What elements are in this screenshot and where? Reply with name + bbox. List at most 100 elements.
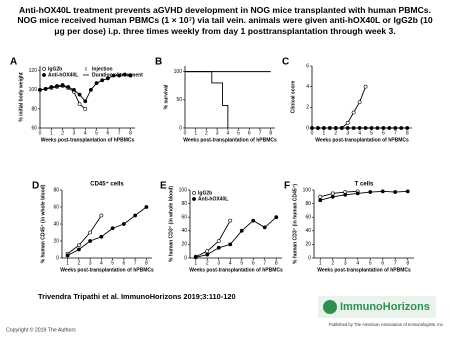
- data-point: [216, 245, 221, 250]
- x-tick-label: 8: [145, 260, 148, 266]
- x-tick-label: 6: [248, 130, 251, 136]
- data-point: [144, 205, 149, 209]
- x-tick-label: 6: [381, 260, 384, 266]
- x-axis-label: Weeks post-transplantation of hPBMCs: [317, 267, 411, 273]
- data-point: [100, 78, 105, 83]
- legend-label: IgG2b: [198, 190, 212, 196]
- data-point: [239, 228, 244, 233]
- data-point: [318, 194, 323, 199]
- y-tick-label: 80: [181, 201, 187, 207]
- x-tick-label: 8: [406, 260, 409, 266]
- x-axis-label: Weeks post-transplantation of hPBMCs: [41, 137, 135, 143]
- x-tick-label: 3: [346, 130, 349, 136]
- series-line: [320, 190, 408, 201]
- y-tick-label: 100: [174, 69, 183, 75]
- x-tick-label: 2: [334, 130, 337, 136]
- x-tick-label: 7: [394, 260, 397, 266]
- data-point: [327, 126, 332, 130]
- data-point: [72, 87, 76, 92]
- legend-marker: [42, 67, 46, 71]
- y-tick-label: 0: [306, 125, 309, 131]
- y-tick-label: 2: [306, 105, 309, 111]
- data-point: [355, 191, 360, 196]
- data-point: [55, 84, 59, 88]
- y-axis-label: % human CD3⁺ (in human CD45⁺): [292, 184, 298, 264]
- y-tick-label: 80: [53, 187, 59, 193]
- y-tick-label: 6: [306, 63, 309, 69]
- y-axis-label: Clinical score: [290, 81, 296, 114]
- legend-marker: [192, 191, 196, 195]
- legend-marker: [192, 197, 196, 201]
- x-tick-label: 8: [406, 130, 409, 136]
- y-tick-label: 80: [305, 201, 311, 207]
- data-point: [111, 73, 116, 78]
- y-tick-label: 40: [181, 228, 187, 234]
- data-point: [205, 252, 210, 257]
- x-tick-label: 0: [39, 130, 42, 136]
- data-point: [117, 73, 122, 78]
- x-tick-label: 4: [229, 260, 232, 266]
- x-tick-label: 4: [356, 260, 359, 266]
- data-point: [330, 194, 335, 199]
- y-tick-label: 100: [179, 187, 188, 193]
- y-tick-label: 80: [31, 106, 37, 112]
- x-axis-label: Weeks post-transplantation of hPBMCs: [315, 137, 409, 143]
- panel-label: C: [282, 57, 289, 68]
- series-line: [67, 206, 147, 256]
- copyright: Copyright © 2019 The Authors: [6, 326, 76, 333]
- x-tick-label: 3: [217, 260, 220, 266]
- data-point: [76, 247, 81, 252]
- data-point: [351, 110, 356, 115]
- x-tick-label: 8: [269, 130, 272, 136]
- x-tick-label: 5: [240, 260, 243, 266]
- data-point: [339, 126, 344, 130]
- data-point: [322, 126, 326, 130]
- data-point: [381, 126, 386, 130]
- x-tick-label: 7: [263, 260, 266, 266]
- panel-label: B: [155, 57, 162, 68]
- x-tick-label: 3: [73, 130, 76, 136]
- data-point: [405, 126, 410, 130]
- data-point: [357, 126, 362, 130]
- data-point: [49, 85, 54, 89]
- data-point: [121, 222, 126, 226]
- y-axis-label: % initial body weight: [18, 72, 24, 122]
- data-point: [333, 126, 338, 130]
- series-line: [320, 190, 358, 198]
- x-tick-label: 8: [129, 130, 132, 136]
- x-tick-label: 7: [394, 130, 397, 136]
- data-point: [77, 102, 82, 107]
- data-point: [345, 120, 350, 125]
- x-axis-label: Weeks post-transplantation of hPBMCs: [60, 267, 154, 273]
- x-axis-label: Weeks post-transplantation of hPBMCs: [183, 137, 277, 143]
- data-point: [393, 126, 398, 130]
- x-tick-label: 2: [205, 130, 208, 136]
- data-point: [38, 87, 42, 92]
- x-tick-label: 2: [61, 130, 64, 136]
- y-tick-label: 20: [53, 238, 59, 244]
- y-tick-label: 20: [181, 242, 187, 248]
- panel-title: CD45⁺ cells: [90, 181, 124, 188]
- x-tick-label: 2: [206, 260, 209, 266]
- y-tick-label: 100: [303, 187, 312, 193]
- series-line: [185, 71, 229, 128]
- x-tick-label: 5: [237, 130, 240, 136]
- data-point: [83, 99, 88, 104]
- x-tick-label: 6: [122, 260, 125, 266]
- data-point: [228, 218, 233, 223]
- y-tick-label: 60: [181, 215, 187, 221]
- data-point: [318, 198, 323, 203]
- x-tick-label: 7: [259, 130, 262, 136]
- y-tick-label: 60: [31, 125, 37, 131]
- y-tick-label: 100: [29, 87, 38, 93]
- x-tick-label: 2: [77, 260, 80, 266]
- data-point: [343, 192, 348, 197]
- data-point: [133, 213, 138, 218]
- y-tick-label: 0: [179, 125, 182, 131]
- x-tick-label: 6: [382, 130, 385, 136]
- data-point: [66, 85, 71, 89]
- series-line: [195, 220, 231, 258]
- x-tick-label: 1: [323, 130, 326, 136]
- data-point: [99, 234, 104, 239]
- data-point: [399, 126, 404, 130]
